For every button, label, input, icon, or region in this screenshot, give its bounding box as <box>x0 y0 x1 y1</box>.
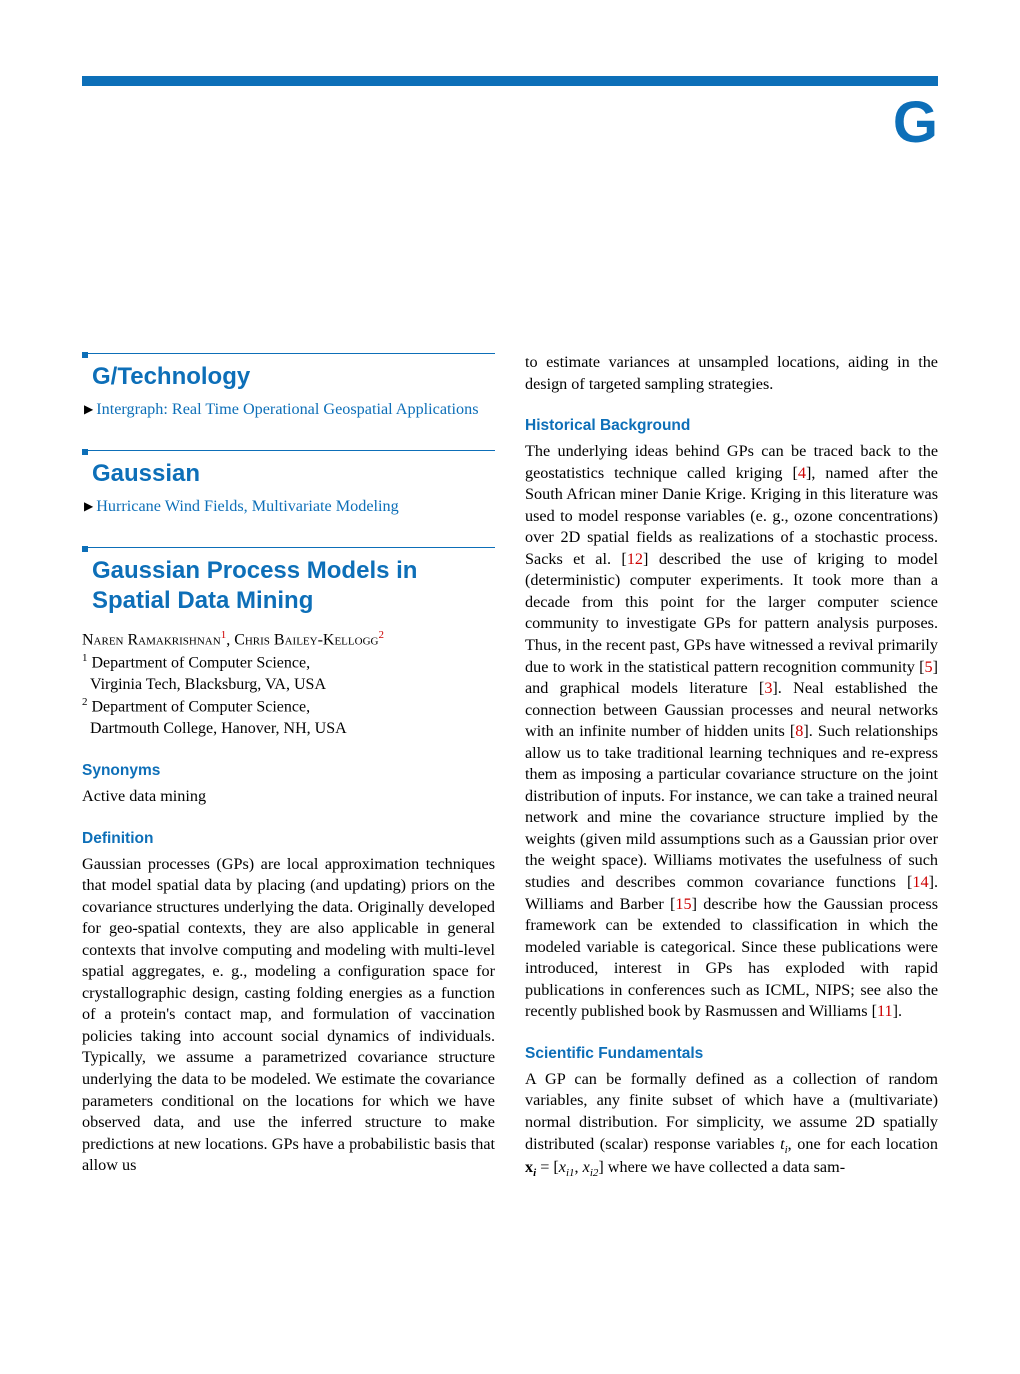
author-2: Chris Bailey-Kellogg <box>234 631 378 648</box>
affiliation-1: 1 Department of Computer Science, Virgin… <box>82 651 495 696</box>
citation-11[interactable]: 11 <box>877 1002 893 1020</box>
historical-body: The underlying ideas behind GPs can be t… <box>525 441 938 1023</box>
affiliation-2: 2 Department of Computer Science, Dartmo… <box>82 695 495 740</box>
header-rule <box>82 76 938 86</box>
right-column: to estimate variances at unsampled locat… <box>525 352 938 1207</box>
triangle-icon: ▶ <box>84 499 93 513</box>
triangle-icon: ▶ <box>84 402 93 416</box>
citation-5[interactable]: 5 <box>925 658 933 676</box>
entry-rule <box>82 546 495 552</box>
section-head-definition: Definition <box>82 830 495 848</box>
page: G G/Technology ▶Intergraph: Real Time Op… <box>0 0 1020 1267</box>
citation-14[interactable]: 14 <box>912 873 928 891</box>
citation-12[interactable]: 12 <box>627 550 643 568</box>
cross-reference: ▶Intergraph: Real Time Operational Geosp… <box>82 400 495 419</box>
entry-rule <box>82 352 495 358</box>
definition-body: Gaussian processes (GPs) are local appro… <box>82 854 495 1177</box>
entry-gaussian: Gaussian ▶Hurricane Wind Fields, Multiva… <box>82 449 495 516</box>
entry-title: Gaussian <box>82 459 495 489</box>
entry-gaussian-process-models: Gaussian Process Models in Spatial Data … <box>82 546 495 1177</box>
cross-reference: ▶Hurricane Wind Fields, Multivariate Mod… <box>82 497 495 516</box>
citation-15[interactable]: 15 <box>675 895 691 913</box>
two-column-layout: G/Technology ▶Intergraph: Real Time Oper… <box>82 352 938 1207</box>
affil-2-num: 2 <box>82 696 88 708</box>
author-2-sup: 2 <box>378 629 384 641</box>
xref-link[interactable]: Hurricane Wind Fields, Multivariate Mode… <box>96 497 399 515</box>
affil-1-num: 1 <box>82 652 88 664</box>
chapter-letter: G <box>82 94 938 152</box>
section-head-synonyms: Synonyms <box>82 762 495 780</box>
entry-g-technology: G/Technology ▶Intergraph: Real Time Oper… <box>82 352 495 419</box>
definition-continued: to estimate variances at unsampled locat… <box>525 352 938 395</box>
authors-line: Naren Ramakrishnan1, Chris Bailey-Kellog… <box>82 628 495 651</box>
entry-rule <box>82 449 495 455</box>
author-1: Naren Ramakrishnan <box>82 631 221 648</box>
section-head-historical: Historical Background <box>525 417 938 435</box>
author-1-sup: 1 <box>221 629 227 641</box>
scientific-body: A GP can be formally defined as a collec… <box>525 1069 938 1181</box>
entry-title: G/Technology <box>82 362 495 392</box>
left-column: G/Technology ▶Intergraph: Real Time Oper… <box>82 352 495 1207</box>
synonyms-body: Active data mining <box>82 786 495 808</box>
entry-title: Gaussian Process Models in Spatial Data … <box>82 556 495 616</box>
citation-4[interactable]: 4 <box>798 464 806 482</box>
section-head-scientific: Scientific Fundamentals <box>525 1045 938 1063</box>
xref-link[interactable]: Intergraph: Real Time Operational Geospa… <box>96 400 478 418</box>
